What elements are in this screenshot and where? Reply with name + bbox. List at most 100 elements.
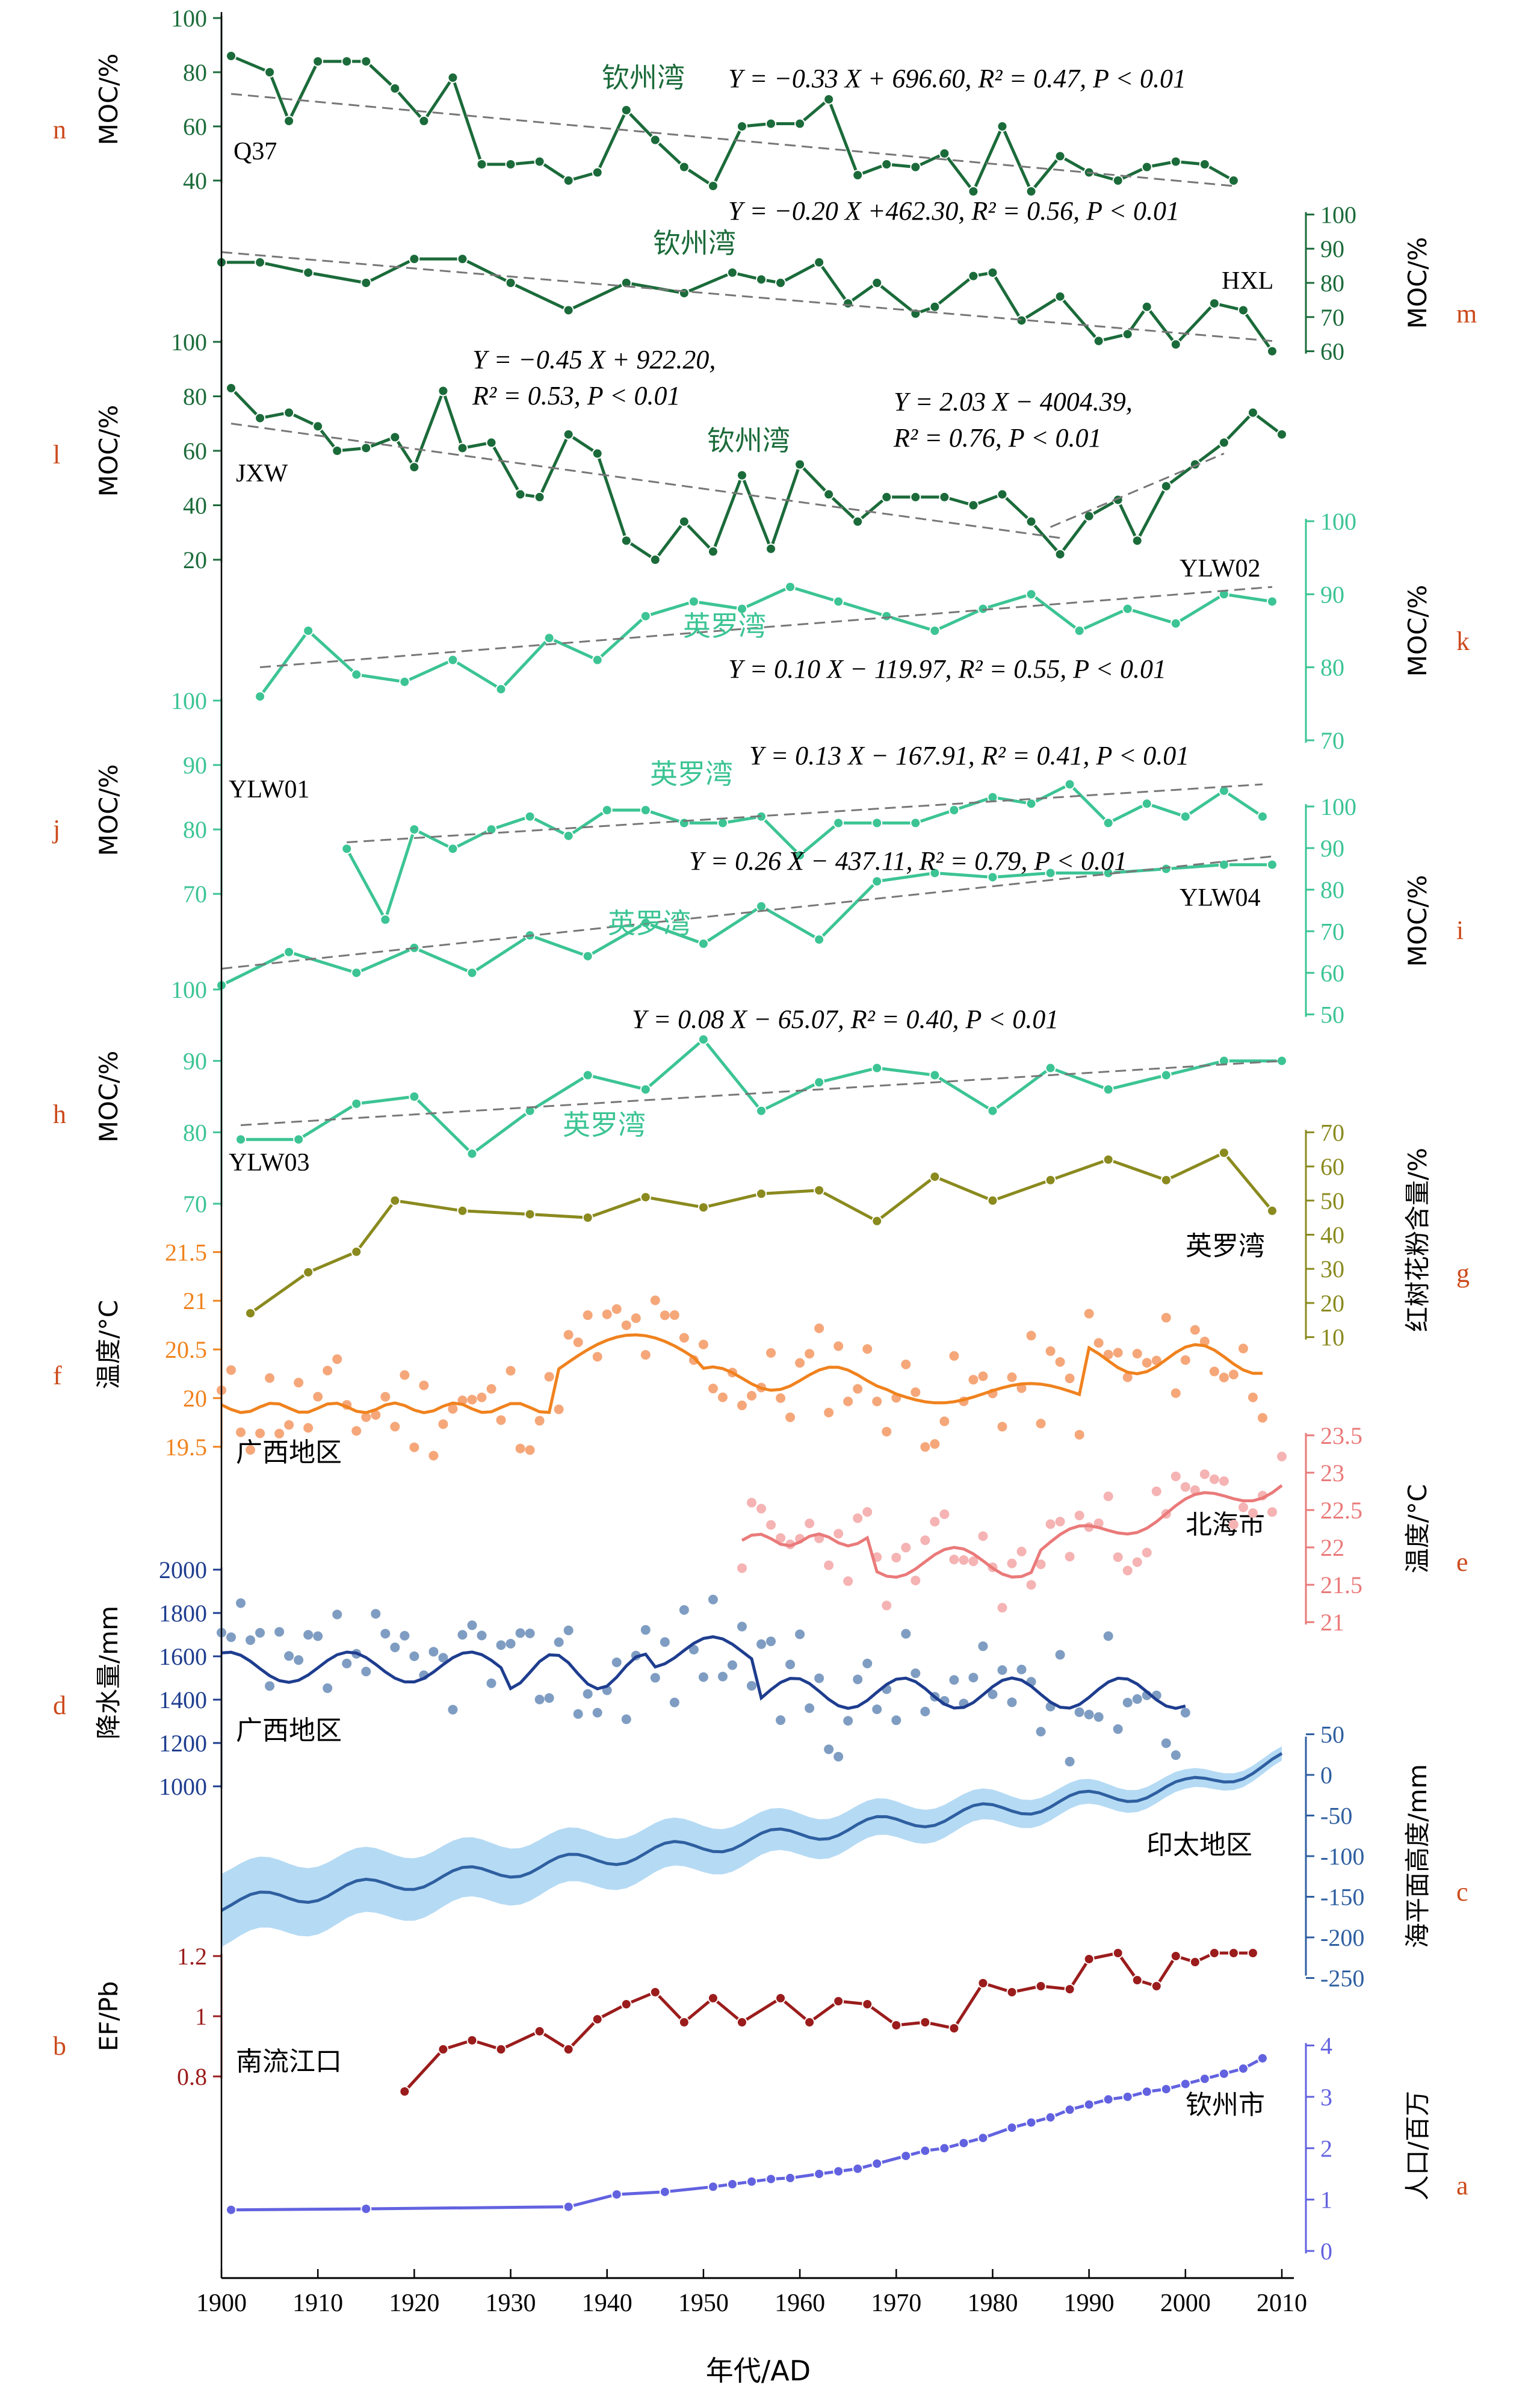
y-tick-label: 60 [1320,338,1344,365]
data-point [389,1195,401,1206]
data-point [265,1681,275,1691]
y-tick-label: 80 [183,383,207,410]
data-point [534,1694,545,1704]
data-point [823,94,835,105]
data-point [833,596,844,607]
data-point [978,1371,988,1381]
y-tick-label: 40 [1320,1221,1344,1248]
data-point [1267,1507,1277,1517]
data-point [871,1215,883,1227]
data-point [1266,345,1278,357]
data-point [360,56,372,67]
data-point [929,625,941,636]
y-tick-label: 1800 [159,1600,207,1627]
data-point [1248,1392,1258,1402]
data-point [563,305,574,316]
x-tick-label: 1990 [1064,2289,1115,2317]
data-point [959,1555,969,1565]
panel-letter-l: l [53,440,60,469]
data-point [833,1341,844,1351]
data-point [901,1543,911,1553]
data-point [794,118,806,129]
data-point [360,442,372,454]
data-point [313,1631,323,1641]
y-axis-label-m: MOC/% [1403,237,1432,329]
data-point [486,1384,496,1394]
data-point [843,1396,853,1407]
data-point [930,1439,940,1449]
data-point [1257,2052,1268,2064]
y-tick-label: 2000 [159,1556,207,1584]
data-point [323,1366,333,1376]
series-line-k [259,585,1273,698]
data-point [756,1105,767,1116]
data-point [1141,161,1152,173]
data-point [833,1996,844,2007]
data-point [1036,1727,1046,1737]
y-axis-label-n: MOC/% [94,54,123,146]
y-tick-label: 90 [1320,235,1344,262]
data-point [389,432,401,443]
data-point [293,1134,305,1145]
data-point [1132,1557,1142,1567]
data-point [351,1426,362,1436]
x-tick-label: 2000 [1160,2289,1211,2317]
data-point [968,186,979,197]
data-point [1228,1948,1239,1958]
data-point [447,654,459,666]
data-point [978,1531,988,1541]
trend-line-l-2 [1050,453,1225,528]
data-point [1248,1508,1258,1519]
data-point [1025,516,1037,527]
data-point [1084,1709,1094,1720]
data-point [843,298,854,309]
data-point [1170,1750,1181,1760]
data-point [650,1673,660,1683]
data-point [1064,2104,1075,2116]
data-point [727,1660,737,1670]
data-point [1025,2117,1037,2128]
data-point [409,1651,419,1661]
data-point [707,1993,719,2004]
data-point [283,407,295,418]
data-point [1208,1948,1220,1958]
equation-i: Y = 0.26 X − 437.11, R² = 0.79, P < 0.01 [689,846,1127,876]
smoothed-line-e [741,1484,1283,1579]
data-point [351,669,362,680]
data-point [891,1552,901,1562]
data-point [534,156,545,167]
data-point [563,175,574,186]
data-point [371,1609,381,1619]
data-point [543,633,555,644]
data-point [737,1401,747,1411]
panel-letter-b: b [53,2031,66,2061]
data-point [1190,1325,1200,1335]
data-point [756,1639,767,1649]
data-point [669,1697,679,1707]
trend-line-k [259,586,1273,669]
data-point [1025,589,1037,600]
series-line-i [220,863,1272,987]
data-point [650,1295,660,1305]
site-label-q37: Q37 [233,138,277,166]
data-point [929,1171,941,1183]
data-point [1247,1948,1258,1958]
y-axis-label-b: EF/Pb [94,1981,123,2052]
data-point [351,1246,362,1257]
data-point [1122,1372,1133,1382]
y-tick-label: 20 [183,546,207,574]
series-c [220,1746,1283,1947]
data-point [747,1497,756,1508]
data-point [448,1704,458,1715]
data-point [582,950,593,962]
data-point [1170,618,1181,629]
panel-f: 19.5 20 20.5 21 21.5 温度/°C [94,1239,223,1461]
data-point [1247,407,1258,418]
data-point [534,2026,545,2037]
data-point [717,1392,728,1402]
data-point [862,1999,873,2010]
data-point [659,2186,670,2197]
y-tick-label: 90 [183,1048,207,1075]
data-point [255,1428,265,1438]
data-point [467,1620,477,1630]
